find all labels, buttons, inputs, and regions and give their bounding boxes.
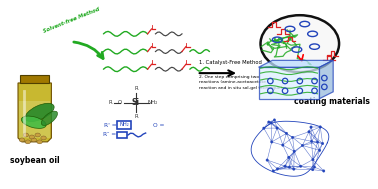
Text: O =: O = xyxy=(152,123,164,128)
Polygon shape xyxy=(19,101,50,138)
Text: R: R xyxy=(108,100,112,105)
Text: R″ =: R″ = xyxy=(103,132,116,138)
Text: R: R xyxy=(134,86,138,91)
Ellipse shape xyxy=(37,140,42,144)
Polygon shape xyxy=(20,75,50,83)
Circle shape xyxy=(266,159,268,161)
Ellipse shape xyxy=(260,15,339,72)
Ellipse shape xyxy=(35,133,40,137)
Circle shape xyxy=(313,166,316,168)
Text: NH₂: NH₂ xyxy=(119,122,129,127)
Circle shape xyxy=(311,168,314,171)
Text: 1. Catalyst-Free Method: 1. Catalyst-Free Method xyxy=(199,60,262,65)
Ellipse shape xyxy=(19,138,25,142)
Circle shape xyxy=(322,170,325,172)
Circle shape xyxy=(293,168,295,170)
Circle shape xyxy=(273,119,276,121)
Circle shape xyxy=(288,166,291,168)
Circle shape xyxy=(319,126,322,128)
Ellipse shape xyxy=(21,116,46,128)
Circle shape xyxy=(268,121,270,123)
Polygon shape xyxy=(259,67,319,99)
Text: NH₂: NH₂ xyxy=(147,100,158,105)
Ellipse shape xyxy=(25,140,31,144)
Ellipse shape xyxy=(41,136,46,140)
Text: Si: Si xyxy=(132,98,140,107)
Circle shape xyxy=(276,127,278,129)
Circle shape xyxy=(282,144,284,146)
Circle shape xyxy=(293,150,296,153)
Circle shape xyxy=(270,141,273,143)
Ellipse shape xyxy=(23,133,29,137)
Text: 2. One step comprising two
reactions (amine-acetoacetate
reaction and in situ so: 2. One step comprising two reactions (am… xyxy=(199,75,282,90)
Circle shape xyxy=(272,170,274,172)
Polygon shape xyxy=(18,83,51,142)
Circle shape xyxy=(299,165,302,168)
Ellipse shape xyxy=(41,111,57,125)
Circle shape xyxy=(321,142,324,145)
Text: R' =: R' = xyxy=(104,123,116,128)
Circle shape xyxy=(311,158,314,161)
Polygon shape xyxy=(259,60,333,67)
Circle shape xyxy=(308,130,310,133)
Text: coating materials: coating materials xyxy=(294,97,370,106)
Text: soybean oil: soybean oil xyxy=(10,156,59,165)
Circle shape xyxy=(287,156,290,159)
Text: R: R xyxy=(134,114,138,119)
Circle shape xyxy=(301,144,304,147)
Ellipse shape xyxy=(31,138,36,142)
Polygon shape xyxy=(319,60,333,99)
Circle shape xyxy=(263,127,265,129)
Ellipse shape xyxy=(25,103,54,122)
Circle shape xyxy=(270,122,273,124)
Circle shape xyxy=(310,140,313,143)
Circle shape xyxy=(316,141,319,143)
Circle shape xyxy=(310,126,312,128)
Text: O: O xyxy=(118,100,122,105)
Text: Solvent-free Method: Solvent-free Method xyxy=(42,7,100,34)
Circle shape xyxy=(285,132,288,135)
Circle shape xyxy=(318,149,321,152)
Ellipse shape xyxy=(29,135,34,139)
Circle shape xyxy=(276,168,279,170)
Circle shape xyxy=(291,136,294,139)
Circle shape xyxy=(284,165,287,167)
